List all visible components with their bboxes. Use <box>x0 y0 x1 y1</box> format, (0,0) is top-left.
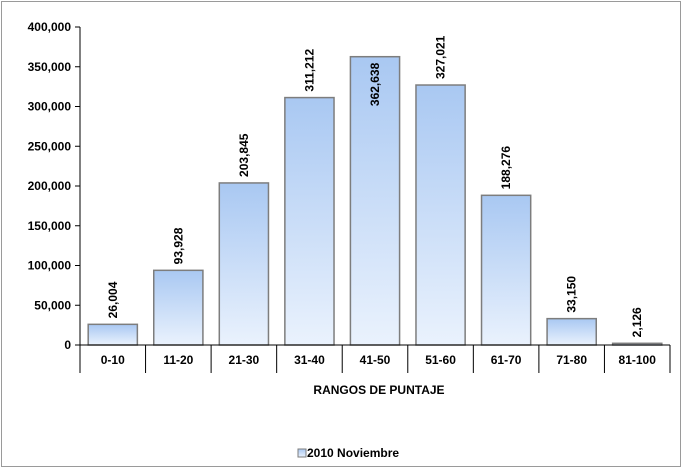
bar-chart: 0 50,000 100,000 150,000 200,000 250,000 300,0… <box>28 20 671 460</box>
axes <box>79 27 670 346</box>
bar <box>218 182 270 346</box>
y-tick-label: 350,000 <box>28 60 72 74</box>
legend-swatch <box>297 448 307 458</box>
data-label: 2,126 <box>630 307 644 337</box>
bar <box>153 269 204 346</box>
x-tick-label: 71-80 <box>556 353 587 367</box>
y-axis-ticks: 0 50,000 100,000 150,000 200,000 250,000 300,0… <box>28 20 80 352</box>
legend-label: 2010 Noviembre <box>307 446 399 460</box>
x-tick-label: 51-60 <box>425 353 456 367</box>
y-tick-label: 100,000 <box>28 259 72 273</box>
x-axis-ticks: 0-10 11-20 21-30 31-40 41-50 51-60 61-70 71-80 8… <box>79 345 671 373</box>
y-tick-label: 300,000 <box>28 100 72 114</box>
y-tick-label: 0 <box>64 338 71 352</box>
bar <box>87 323 139 346</box>
x-tick-label: 31-40 <box>294 353 325 367</box>
data-label: 93,928 <box>171 227 185 264</box>
bar <box>415 84 466 346</box>
data-labels: 26,004 93,928 203,845 311,212 362,638 327,021… <box>106 35 644 337</box>
y-tick-label: 400,000 <box>28 20 72 34</box>
data-label: 327,021 <box>434 35 448 79</box>
data-label: 188,276 <box>499 146 513 190</box>
x-tick-label: 81-100 <box>619 353 657 367</box>
legend: 2010 Noviembre <box>297 446 399 460</box>
bar <box>349 55 401 346</box>
y-tick-label: 150,000 <box>28 219 72 233</box>
x-tick-label: 61-70 <box>491 353 522 367</box>
data-label: 26,004 <box>106 281 120 318</box>
x-tick-label: 41-50 <box>360 353 391 367</box>
data-label: 33,150 <box>565 276 579 313</box>
x-tick-label: 0-10 <box>101 353 125 367</box>
bars <box>87 55 663 346</box>
x-axis-title: RANGOS DE PUNTAJE <box>313 383 444 397</box>
data-label: 203,845 <box>237 133 251 177</box>
data-label: 362,638 <box>368 62 382 106</box>
bar <box>284 96 335 346</box>
bar <box>480 194 532 346</box>
x-tick-label: 21-30 <box>229 353 260 367</box>
y-tick-label: 50,000 <box>34 298 71 312</box>
x-tick-label: 11-20 <box>163 353 193 367</box>
y-tick-label: 200,000 <box>28 179 72 193</box>
bar <box>546 317 597 346</box>
y-tick-label: 250,000 <box>28 139 72 153</box>
data-label: 311,212 <box>302 49 316 92</box>
